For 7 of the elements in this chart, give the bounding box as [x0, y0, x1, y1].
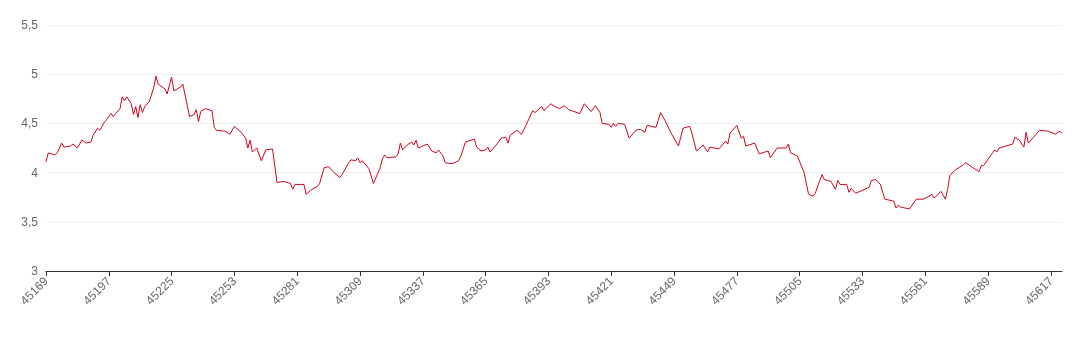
y-tick-label: 4,5: [21, 116, 39, 131]
y-tick-label: 5,5: [21, 18, 39, 32]
line-series: [45, 75, 1063, 210]
y-tick-label: 5: [31, 67, 39, 82]
y-tick-label: 3: [31, 264, 39, 278]
y-tick-label: 3,5: [21, 214, 39, 229]
y-tick-label: 4: [31, 165, 39, 180]
